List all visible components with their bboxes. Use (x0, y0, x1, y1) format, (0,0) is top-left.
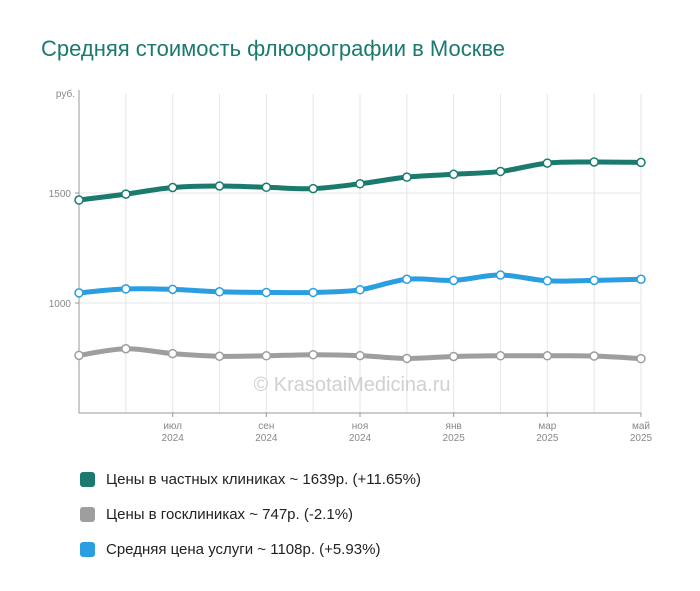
data-point-private[interactable] (355, 179, 365, 189)
data-point-public[interactable] (261, 351, 272, 361)
chart-title: Средняя стоимость флюорографии в Москве (41, 36, 506, 61)
data-point-public[interactable] (355, 350, 365, 361)
data-point-average[interactable] (402, 274, 412, 284)
legend-swatch-public (80, 507, 95, 522)
data-point-average[interactable] (355, 285, 365, 295)
legend-item-public[interactable]: Цены в госклиниках ~ 747р. (-2.1%) (80, 497, 421, 532)
legend: Цены в частных клиниках ~ 1639р. (+11.65… (80, 462, 421, 567)
data-point-public[interactable] (448, 351, 459, 362)
legend-item-private[interactable]: Цены в частных клиниках ~ 1639р. (+11.65… (80, 462, 421, 497)
data-point-private[interactable] (448, 169, 459, 180)
data-point-private[interactable] (402, 172, 412, 182)
x-tick-label-year: 2025 (536, 433, 559, 444)
data-point-average[interactable] (495, 270, 506, 280)
x-tick-label-year: 2024 (255, 433, 278, 444)
data-point-public[interactable] (636, 353, 646, 364)
data-point-average[interactable] (121, 284, 131, 294)
data-point-public[interactable] (74, 350, 84, 361)
legend-label-average: Средняя цена услуги ~ 1108р. (+5.93%) (106, 541, 381, 558)
data-point-public[interactable] (167, 348, 178, 359)
legend-item-average[interactable]: Средняя цена услуги ~ 1108р. (+5.93%) (80, 532, 421, 567)
data-point-private[interactable] (167, 182, 178, 193)
y-axis-unit: руб. (56, 88, 75, 100)
data-point-public[interactable] (308, 349, 318, 360)
x-tick-label-month: май (632, 421, 650, 432)
data-point-private[interactable] (121, 189, 131, 199)
legend-label-public: Цены в госклиниках ~ 747р. (-2.1%) (106, 506, 354, 523)
data-point-average[interactable] (542, 276, 553, 286)
line-chart: руб.10001500июл2024сен2024ноя2024янв2025… (49, 88, 653, 444)
watermark: © KrasotaiMedicina.ru (253, 374, 450, 396)
legend-swatch-private (80, 472, 95, 487)
x-tick-label-year: 2025 (443, 433, 466, 444)
data-point-average[interactable] (261, 287, 272, 298)
data-point-public[interactable] (589, 351, 599, 361)
x-tick-label-month: сен (258, 421, 274, 432)
x-tick-label-year: 2024 (162, 433, 185, 444)
x-tick-label-month: июл (163, 421, 182, 432)
data-point-public[interactable] (402, 353, 412, 364)
x-tick-label-month: мар (538, 421, 556, 432)
data-point-average[interactable] (308, 287, 318, 298)
legend-swatch-average (80, 542, 95, 557)
data-point-average[interactable] (167, 284, 178, 295)
data-point-private[interactable] (495, 166, 506, 177)
data-point-average[interactable] (636, 274, 646, 284)
data-point-private[interactable] (214, 181, 225, 191)
data-point-private[interactable] (636, 157, 646, 168)
data-point-public[interactable] (121, 344, 131, 354)
data-point-private[interactable] (308, 183, 318, 194)
data-point-average[interactable] (448, 275, 459, 286)
data-point-average[interactable] (589, 275, 599, 286)
y-tick-label: 1500 (49, 189, 72, 200)
data-point-private[interactable] (261, 182, 272, 193)
x-tick-label-year: 2025 (630, 433, 653, 444)
data-point-average[interactable] (74, 288, 84, 298)
x-tick-label-month: янв (446, 421, 462, 432)
data-point-public[interactable] (214, 351, 225, 361)
data-point-private[interactable] (74, 195, 84, 205)
data-point-average[interactable] (214, 287, 225, 297)
data-point-public[interactable] (542, 351, 553, 361)
x-tick-label-month: ноя (352, 421, 369, 432)
data-point-private[interactable] (542, 158, 553, 168)
y-tick-label: 1000 (49, 299, 72, 310)
data-point-public[interactable] (495, 351, 506, 361)
x-tick-label-year: 2024 (349, 433, 372, 444)
legend-label-private: Цены в частных клиниках ~ 1639р. (+11.65… (106, 471, 421, 488)
data-point-private[interactable] (589, 157, 599, 167)
